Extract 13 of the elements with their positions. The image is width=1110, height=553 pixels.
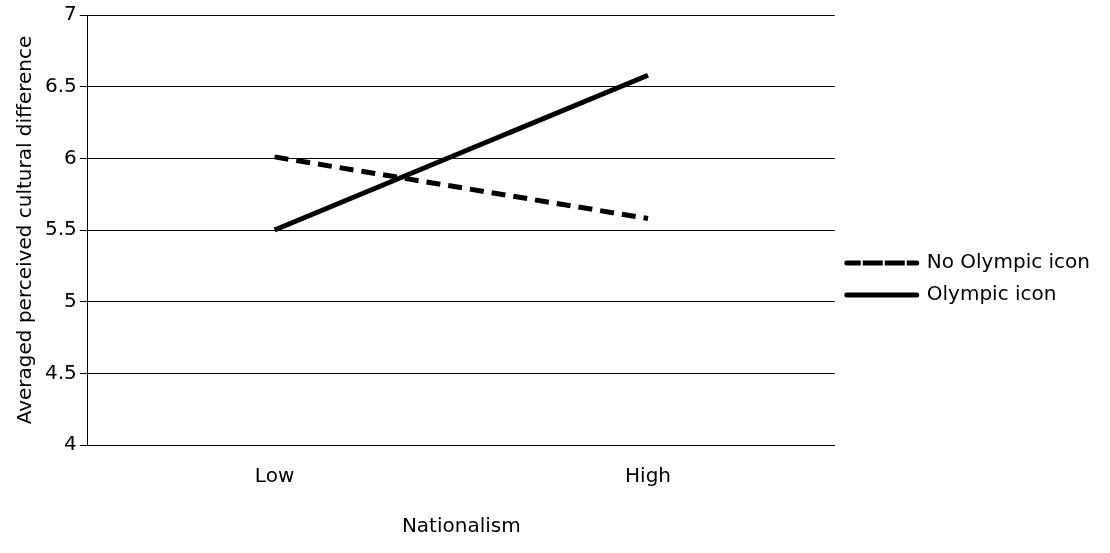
y-tick-label: 6 xyxy=(64,144,77,169)
y-tick-label: 6.5 xyxy=(44,72,77,97)
x-tick-label: High xyxy=(625,463,671,488)
y-axis-title: Averaged perceived cultural difference xyxy=(12,35,37,425)
x-tick-label: Low xyxy=(254,463,295,488)
x-axis-title: Nationalism xyxy=(401,513,521,538)
legend-label: Olympic icon xyxy=(926,281,1057,306)
y-tick-label: 5 xyxy=(64,287,77,312)
legend-label: No Olympic icon xyxy=(926,249,1091,274)
y-tick-label: 5.5 xyxy=(44,216,77,241)
y-tick-label: 4 xyxy=(64,431,77,456)
y-tick-label: 4.5 xyxy=(44,359,77,384)
y-tick-label: 7 xyxy=(64,1,77,26)
